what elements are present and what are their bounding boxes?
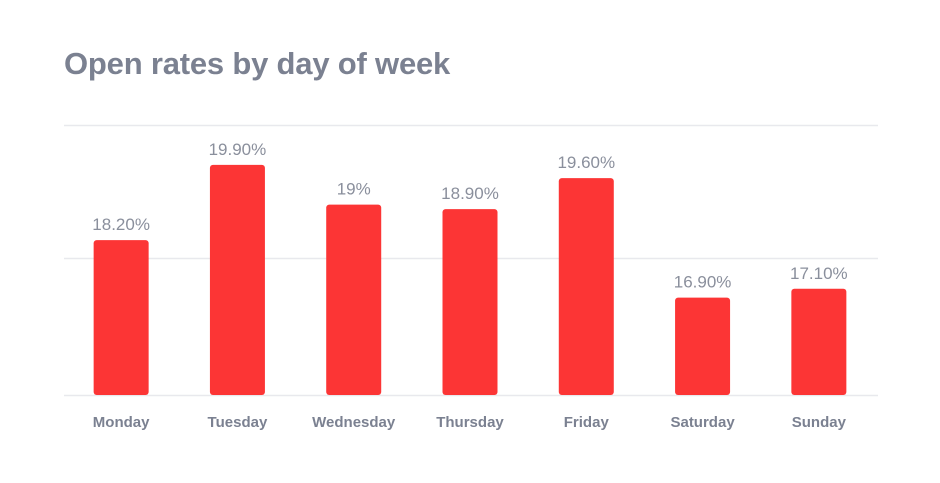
tick-label-tuesday: Tuesday [208, 414, 268, 431]
value-label-tuesday: 19.90% [209, 140, 267, 159]
tick-label-wednesday: Wednesday [312, 414, 396, 431]
tick-label-saturday: Saturday [670, 414, 735, 431]
value-label-friday: 19.60% [557, 153, 615, 172]
bar-tuesday [209, 164, 265, 395]
value-label-sunday: 17.10% [790, 264, 848, 283]
value-label-wednesday: 19% [337, 180, 371, 199]
value-label-monday: 18.20% [92, 215, 150, 234]
x-axis-tick-labels: Monday Tuesday Wednesday Thursday Friday Satu… [93, 414, 847, 431]
bar-sunday [791, 288, 847, 395]
bar-saturday [675, 297, 731, 395]
value-label-saturday: 16.90% [674, 273, 732, 292]
bar-thursday [442, 209, 498, 395]
bars [93, 164, 847, 395]
chart-title: Open rates by day of week [64, 46, 451, 81]
value-label-thursday: 18.90% [441, 184, 499, 203]
tick-label-friday: Friday [564, 414, 610, 431]
tick-label-sunday: Sunday [792, 414, 847, 431]
tick-label-monday: Monday [93, 414, 150, 431]
bar-monday [93, 240, 149, 395]
bar-friday [558, 178, 614, 395]
value-labels: 18.20% 19.90% 19% 18.90% 19.60% 16.90% 17.10% [92, 140, 847, 292]
tick-label-thursday: Thursday [436, 414, 504, 431]
bar-wednesday [326, 204, 382, 395]
